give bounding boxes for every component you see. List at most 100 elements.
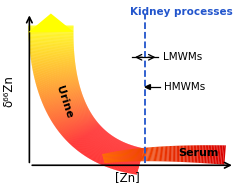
Polygon shape: [43, 94, 82, 104]
Polygon shape: [30, 46, 74, 49]
Polygon shape: [56, 114, 92, 129]
Polygon shape: [121, 146, 134, 172]
Polygon shape: [52, 108, 89, 122]
Polygon shape: [118, 145, 131, 171]
Polygon shape: [110, 152, 114, 163]
Polygon shape: [29, 41, 74, 44]
Polygon shape: [111, 143, 127, 169]
Polygon shape: [33, 69, 76, 75]
Polygon shape: [33, 69, 76, 74]
Polygon shape: [55, 113, 91, 127]
Polygon shape: [55, 112, 91, 127]
Polygon shape: [104, 141, 122, 166]
Polygon shape: [151, 147, 153, 161]
Polygon shape: [98, 139, 118, 163]
Polygon shape: [33, 66, 76, 71]
Polygon shape: [36, 80, 78, 87]
Polygon shape: [69, 125, 100, 144]
Polygon shape: [148, 147, 150, 161]
Polygon shape: [89, 136, 113, 159]
Polygon shape: [33, 67, 76, 73]
Polygon shape: [51, 108, 88, 121]
Polygon shape: [109, 143, 125, 168]
Polygon shape: [78, 131, 106, 152]
Polygon shape: [78, 130, 106, 151]
Polygon shape: [167, 146, 169, 162]
Text: [Zn]: [Zn]: [115, 171, 140, 184]
Polygon shape: [122, 150, 125, 162]
Polygon shape: [29, 36, 74, 37]
Polygon shape: [220, 145, 223, 164]
Polygon shape: [64, 121, 97, 138]
Polygon shape: [215, 145, 218, 164]
Polygon shape: [172, 146, 174, 162]
Polygon shape: [57, 114, 92, 129]
Polygon shape: [33, 67, 76, 72]
Polygon shape: [38, 84, 79, 92]
Text: Urine: Urine: [54, 85, 74, 120]
Polygon shape: [120, 145, 133, 171]
Polygon shape: [67, 123, 99, 141]
Polygon shape: [174, 146, 175, 162]
Polygon shape: [29, 41, 74, 43]
Text: δ⁶⁶Zn: δ⁶⁶Zn: [3, 75, 15, 107]
Polygon shape: [108, 143, 125, 168]
Polygon shape: [29, 34, 74, 36]
Polygon shape: [46, 100, 85, 111]
Polygon shape: [85, 134, 110, 156]
Polygon shape: [129, 149, 131, 162]
Polygon shape: [101, 140, 120, 165]
Polygon shape: [72, 127, 102, 146]
Polygon shape: [193, 145, 195, 163]
Polygon shape: [102, 154, 106, 163]
Polygon shape: [162, 146, 164, 161]
Polygon shape: [38, 84, 79, 93]
Polygon shape: [84, 134, 110, 156]
Polygon shape: [47, 103, 86, 115]
Polygon shape: [221, 145, 224, 165]
Polygon shape: [29, 44, 74, 47]
Polygon shape: [166, 146, 168, 161]
Polygon shape: [111, 152, 114, 162]
Polygon shape: [73, 127, 102, 147]
Polygon shape: [185, 146, 186, 162]
Polygon shape: [107, 142, 124, 167]
Polygon shape: [116, 151, 119, 162]
Polygon shape: [37, 81, 78, 88]
Polygon shape: [36, 77, 78, 84]
Polygon shape: [63, 120, 96, 137]
Polygon shape: [69, 125, 100, 143]
Polygon shape: [138, 148, 140, 161]
Polygon shape: [68, 124, 99, 143]
Polygon shape: [36, 78, 78, 85]
Polygon shape: [29, 35, 74, 36]
Polygon shape: [28, 26, 74, 27]
Polygon shape: [66, 123, 98, 140]
Polygon shape: [35, 74, 77, 81]
Polygon shape: [80, 132, 107, 153]
Polygon shape: [44, 97, 83, 108]
Polygon shape: [31, 55, 75, 59]
Polygon shape: [34, 72, 77, 78]
Polygon shape: [58, 115, 92, 131]
Polygon shape: [30, 52, 74, 55]
Polygon shape: [58, 115, 93, 131]
Polygon shape: [30, 49, 74, 52]
Polygon shape: [49, 104, 87, 117]
Polygon shape: [60, 117, 94, 133]
Polygon shape: [85, 134, 110, 156]
Polygon shape: [28, 13, 74, 32]
Polygon shape: [133, 149, 136, 161]
Polygon shape: [29, 33, 74, 34]
Polygon shape: [171, 146, 173, 162]
Polygon shape: [33, 68, 76, 74]
Polygon shape: [157, 147, 159, 161]
Polygon shape: [182, 146, 184, 162]
Polygon shape: [45, 98, 84, 109]
Polygon shape: [76, 129, 105, 150]
Polygon shape: [97, 139, 118, 163]
Polygon shape: [186, 146, 188, 162]
Polygon shape: [28, 28, 74, 29]
Polygon shape: [46, 101, 85, 112]
Polygon shape: [211, 145, 213, 164]
